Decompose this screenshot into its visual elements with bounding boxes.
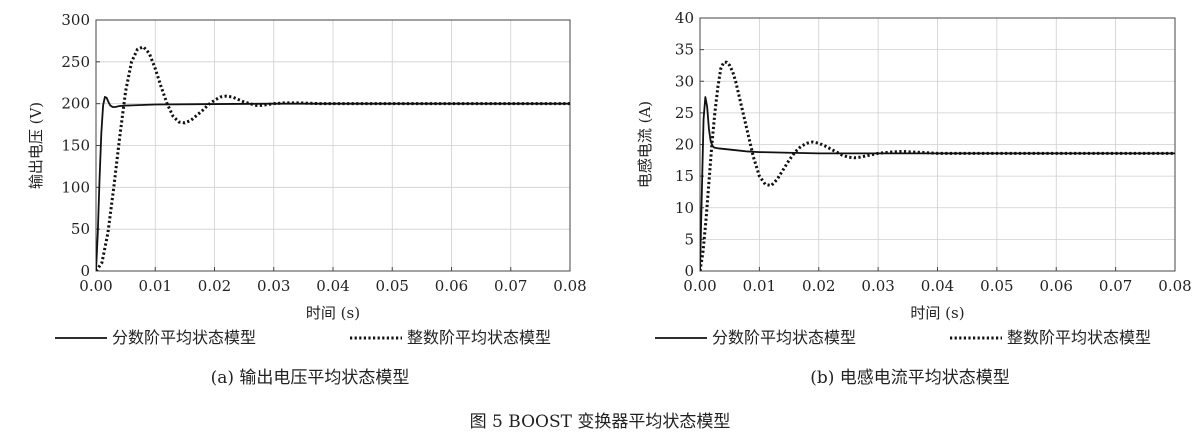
- x-tick-label: 0.04: [316, 277, 349, 295]
- y-tick-label: 15: [675, 167, 694, 185]
- x-tick-label: 0.01: [139, 277, 172, 295]
- y-tick-label: 5: [684, 230, 694, 248]
- series-line-integer-order: [96, 45, 570, 271]
- legend-label-integer: 整数阶平均状态模型: [1007, 328, 1151, 347]
- x-tick-label: 0.04: [921, 277, 954, 295]
- series-line-fractional-order: [700, 96, 1175, 271]
- y-tick-label: 20: [675, 136, 694, 154]
- y-tick-label: 250: [61, 53, 90, 71]
- figure-caption: 图 5 BOOST 变换器平均状态模型: [470, 412, 731, 432]
- y-tick-label: 50: [71, 220, 90, 238]
- y-tick-label: 40: [675, 9, 694, 27]
- x-tick-label: 0.01: [743, 277, 776, 295]
- x-tick-label: 0.05: [376, 277, 409, 295]
- subfigure-caption: (a) 输出电压平均状态模型: [211, 368, 410, 388]
- y-tick-label: 35: [675, 41, 694, 59]
- x-axis-label: 时间 (s): [910, 304, 964, 322]
- legend-label-integer: 整数阶平均状态模型: [407, 328, 551, 347]
- x-tick-label: 0.05: [980, 277, 1013, 295]
- series-line-fractional-order: [96, 96, 570, 271]
- y-tick-label: 0: [80, 262, 90, 280]
- x-tick-label: 0.03: [861, 277, 894, 295]
- x-tick-label: 0.00: [79, 277, 112, 295]
- y-tick-label: 10: [675, 199, 694, 217]
- subfigure-caption: (b) 电感电流平均状态模型: [810, 368, 1010, 388]
- y-tick-label: 0: [684, 262, 694, 280]
- y-tick-label: 300: [61, 11, 90, 29]
- x-tick-label: 0.02: [802, 277, 835, 295]
- x-tick-label: 0.02: [198, 277, 231, 295]
- chart-output-voltage: 0.00 0.01 0.02 0.03 0.04 0.05 0.06 0.07 0.08 0 50 1…: [27, 11, 587, 388]
- y-axis-label: 输出电压 (V): [27, 102, 45, 189]
- y-axis-label: 电感电流 (A): [636, 101, 654, 188]
- y-tick-label: 25: [675, 104, 694, 122]
- legend-label-fractional: 分数阶平均状态模型: [712, 328, 856, 347]
- x-tick-label: 0.07: [494, 277, 527, 295]
- x-tick-label: 0.06: [1040, 277, 1073, 295]
- y-tick-label: 200: [61, 95, 90, 113]
- y-tick-label: 150: [61, 137, 90, 155]
- x-axis-label: 时间 (s): [306, 304, 360, 322]
- x-tick-label: 0.06: [435, 277, 468, 295]
- legend-label-fractional: 分数阶平均状态模型: [112, 328, 256, 347]
- x-tick-label: 0.08: [553, 277, 586, 295]
- x-tick-label: 0.08: [1158, 277, 1191, 295]
- x-tick-label: 0.00: [683, 277, 716, 295]
- x-tick-label: 0.07: [1099, 277, 1132, 295]
- x-tick-label: 0.03: [257, 277, 290, 295]
- chart-inductor-current: 0.00 0.01 0.02 0.03 0.04 0.05 0.06 0.07 0.08 0 5 10…: [636, 9, 1192, 388]
- y-tick-label: 30: [675, 72, 694, 90]
- y-tick-label: 100: [61, 178, 90, 196]
- series-line-integer-order: [700, 60, 1175, 271]
